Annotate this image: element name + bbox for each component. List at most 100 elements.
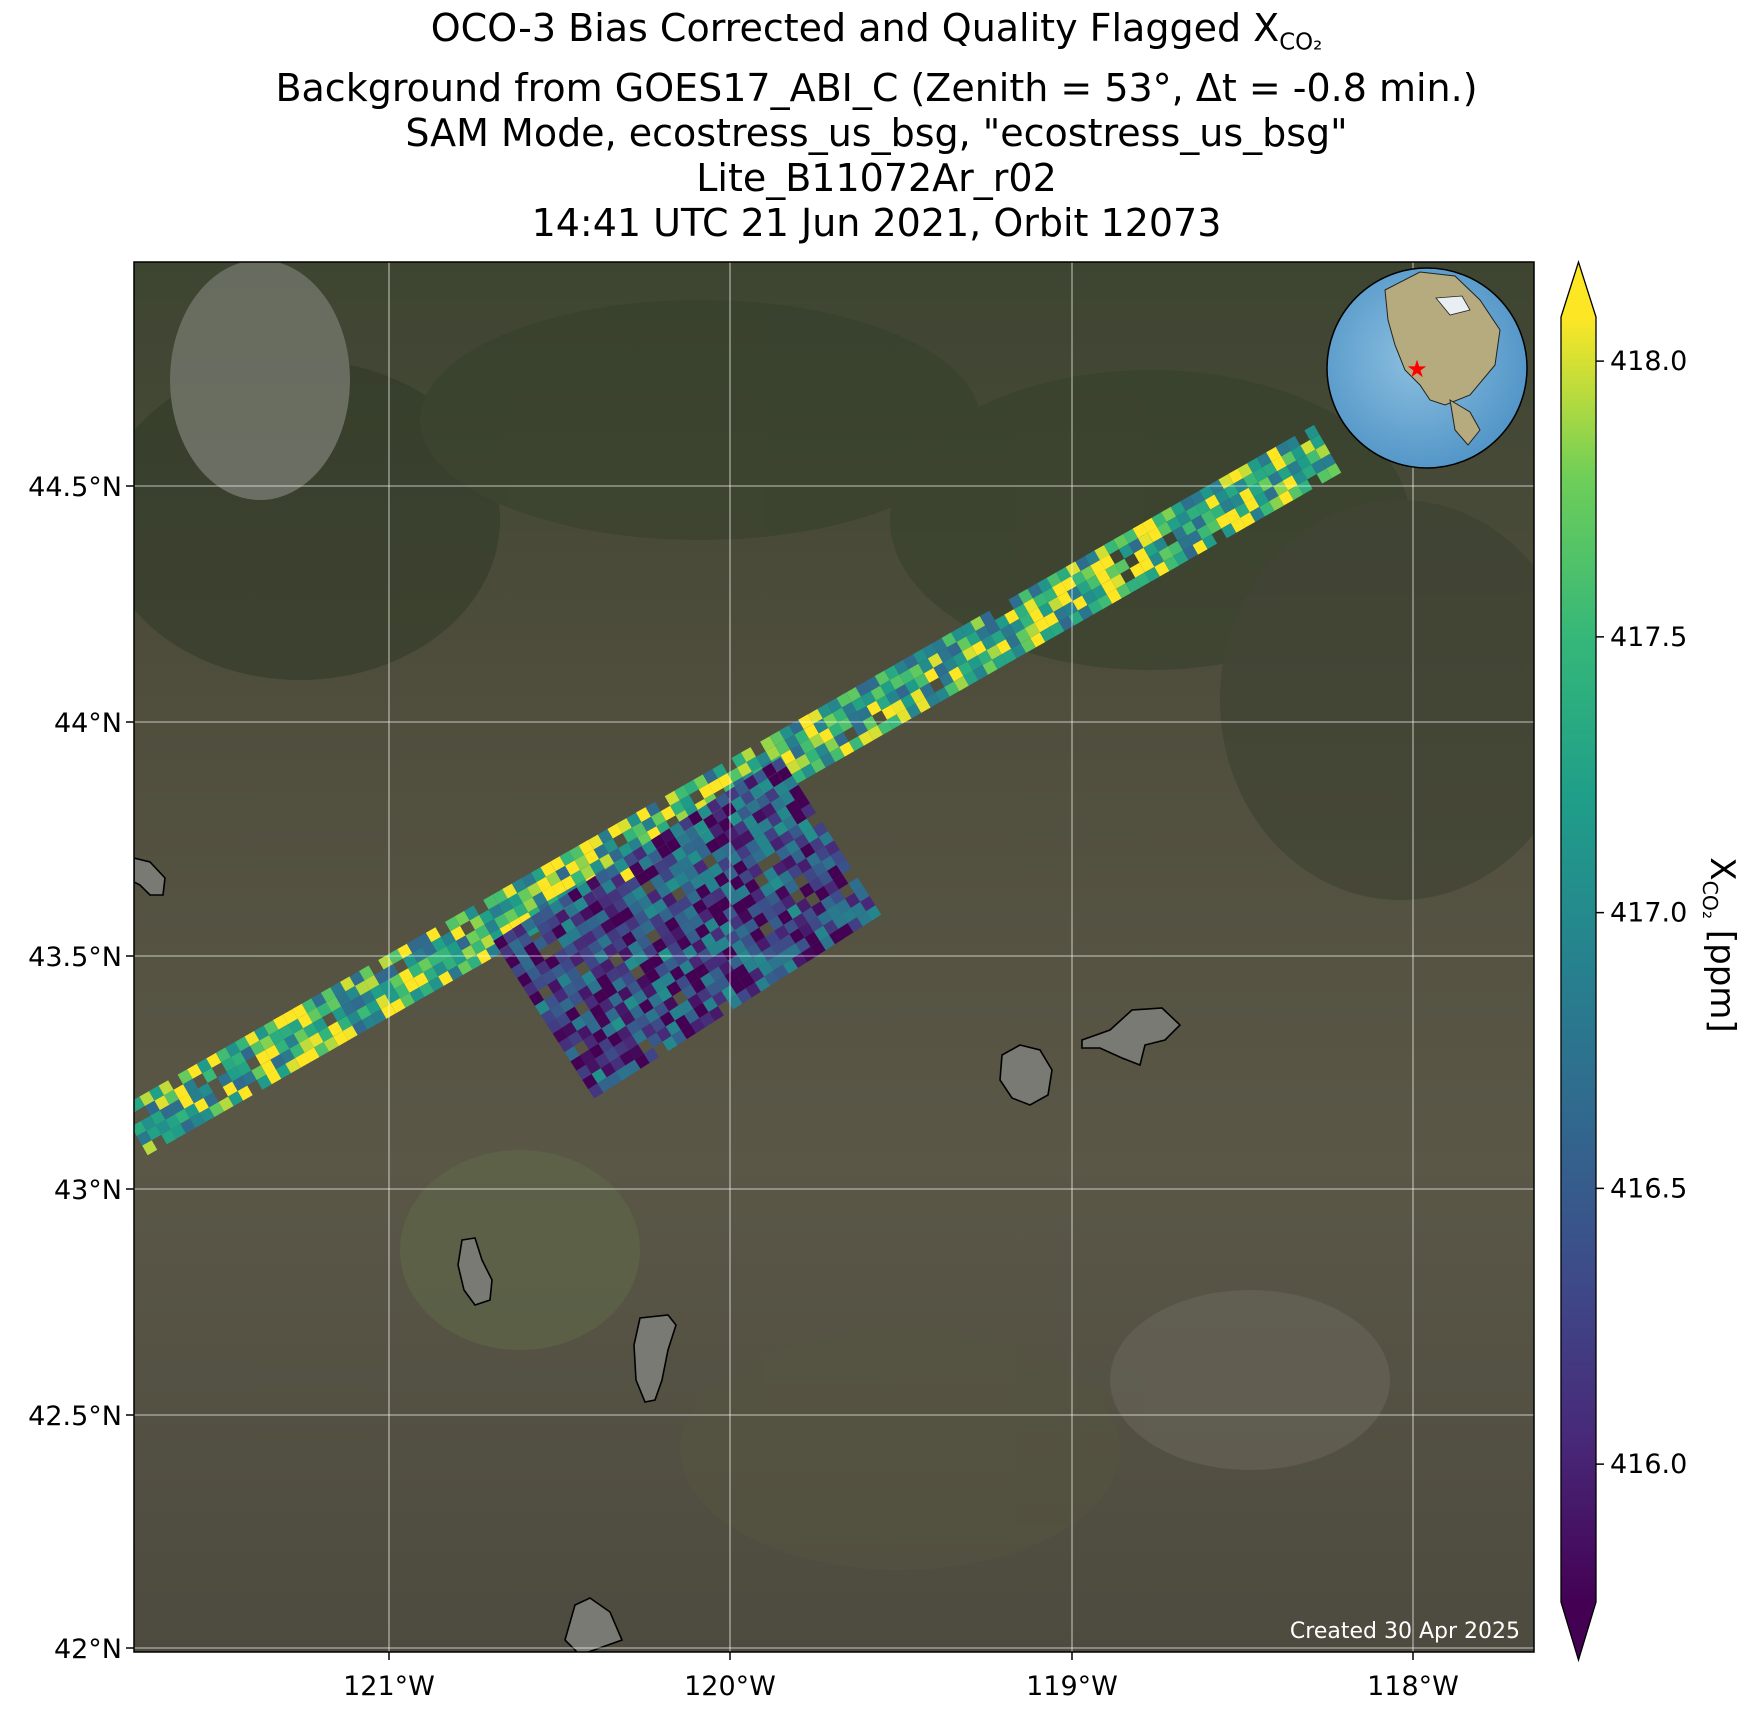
sounding-cell [647,849,663,865]
sounding-cell [768,915,784,931]
sounding-cell [1019,613,1035,629]
sounding-cell [730,835,746,851]
sounding-cell [1219,498,1235,514]
sounding-cell [791,768,807,784]
sounding-cell [826,697,843,713]
sounding-cell [734,780,750,796]
sounding-cell [782,958,798,974]
sounding-cell [623,852,639,868]
sounding-cell [961,646,978,662]
sounding-cell [937,647,953,663]
sounding-cell [747,903,763,919]
sounding-cell [670,926,686,942]
sounding-cell [741,854,758,870]
sounding-cell [818,831,834,847]
sounding-cell [1223,483,1240,499]
sounding-cell [862,715,878,731]
sounding-cell [628,861,645,877]
sounding-cell [876,695,892,711]
sounding-cell [566,927,582,943]
sounding-cell [341,1000,357,1017]
sounding-cell [922,643,938,659]
sounding-cell [904,678,920,694]
sounding-cell [769,730,785,746]
sounding-cell [273,1014,289,1030]
sounding-cell [413,972,429,988]
sounding-cell [703,957,719,973]
sounding-cell [1028,607,1044,623]
lakes [134,857,1182,1652]
sounding-cell [690,834,706,851]
sounding-cell [560,918,576,934]
sounding-cell [931,637,948,653]
sounding-cell [797,818,813,834]
colorbar-extend-min [1561,1602,1596,1660]
sounding-cell [794,729,810,745]
sounding-cell [498,898,514,914]
sounding-cell [784,839,801,855]
sounding-cell [694,923,711,939]
sounding-cell [848,877,864,893]
sounding-cell [841,701,858,718]
sounding-cell [616,818,632,834]
sounding-cell [428,976,444,992]
sounding-cell [1058,615,1074,632]
sounding-cell [1015,628,1031,644]
sounding-cell [604,1007,621,1023]
sounding-cell [568,991,584,1007]
sounding-cell [596,973,612,989]
sounding-cell [352,1020,368,1036]
sounding-cell [721,801,737,818]
sounding-cell [877,719,893,735]
sounding-cell [440,931,456,947]
sounding-cell [933,662,949,678]
sounding-cell [687,810,703,826]
sounding-cell [824,840,840,856]
sounding-cell [717,856,733,872]
sounding-cell [304,1047,320,1063]
sounding-cell [788,824,804,840]
sounding-cell [523,981,539,997]
sounding-cell [992,654,1008,670]
sounding-cell [795,753,811,769]
sounding-cell [635,807,652,823]
sounding-cell [583,1034,599,1050]
sounding-cell [541,886,557,902]
sounding-cell [406,938,422,954]
sounding-cell [579,906,595,922]
sounding-cell [554,908,570,924]
sounding-cell [994,614,1010,630]
sounding-cell [775,845,791,861]
sounding-cell [1062,600,1079,617]
colorbar-tick-label: 416.0 [1610,1449,1687,1480]
x-axis: 121°W 120°W 119°W 118°W [343,1652,1459,1702]
sounding-cell [579,1049,595,1065]
sounding-cell [910,688,926,704]
sounding-cell [284,1033,300,1049]
title-line-5: 14:41 UTC 21 Jun 2021, Orbit 12073 [531,200,1222,245]
sounding-cell [683,865,699,881]
sounding-cell [1142,517,1158,533]
sounding-cell [706,942,722,958]
sounding-cell [1106,588,1122,604]
sounding-cell [646,889,662,905]
sounding-cell [594,909,610,925]
sounding-cell [603,838,619,854]
sounding-cell [736,805,752,821]
sounding-cell [349,970,365,987]
sounding-cell [297,1013,313,1029]
sounding-cell [557,933,573,949]
sounding-cell [548,899,565,915]
sounding-cell [1077,605,1094,621]
sounding-cell [600,918,616,934]
sounding-cell [764,970,780,986]
sounding-cell [724,826,740,842]
sounding-cell [679,959,695,975]
sounding-cell [544,954,560,970]
sounding-cell [848,736,864,752]
sounding-cell [850,901,867,918]
sounding-cell [749,967,765,983]
colorbar-tick-label: 418.0 [1610,346,1687,377]
sounding-cell [327,1021,343,1037]
